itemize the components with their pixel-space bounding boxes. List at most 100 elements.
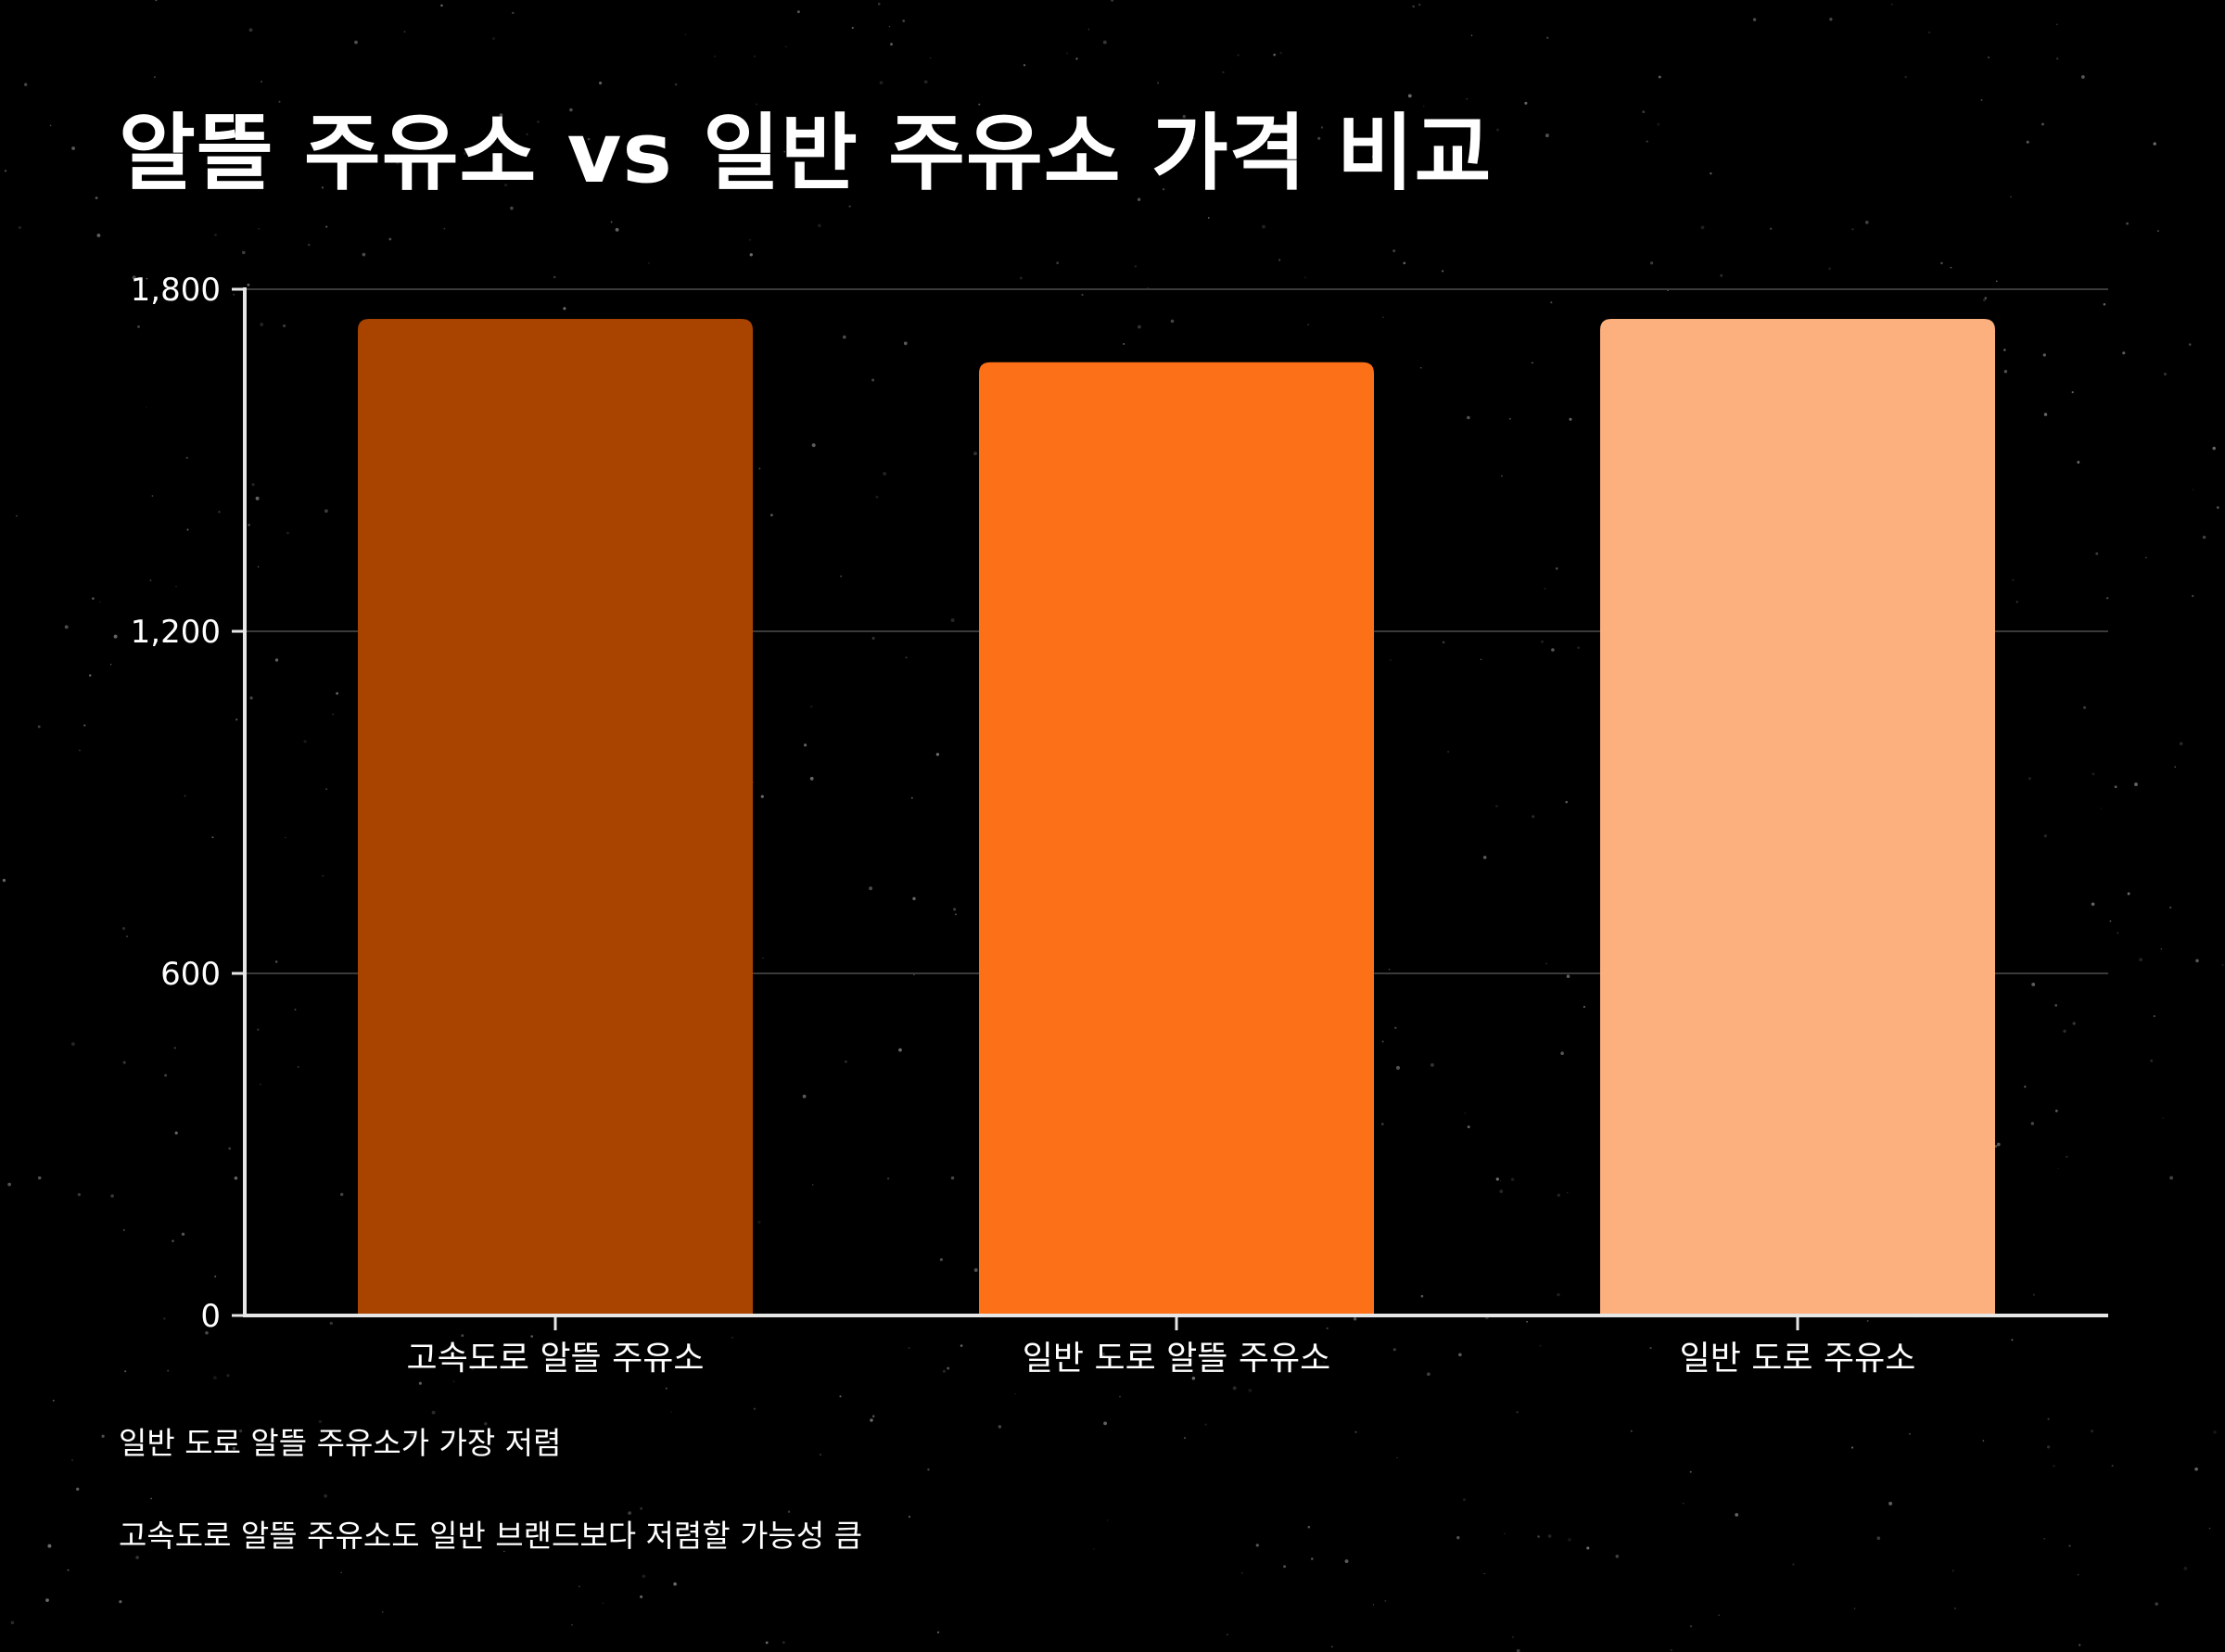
star-dot [510,206,514,210]
x-tick-label: 고속도로 알뜰 주유소 [407,1340,705,1378]
star-dot [1240,1571,1243,1574]
star-dot [1539,1344,1542,1347]
star-dot [1480,658,1482,661]
star-dot [1983,299,1986,302]
star-dot [137,324,140,328]
star-dot [172,1239,174,1242]
star-dot [1307,1525,1311,1529]
star-dot [71,146,76,150]
star-dot [76,1487,80,1491]
star-dot [47,1544,52,1548]
star-dot [403,31,406,33]
star-dot [1390,659,1392,662]
star-dot [1952,1569,1954,1572]
star-dot [599,82,603,85]
star-dot [1657,122,1660,126]
star-dot [2160,947,2163,950]
star-dot [2126,222,2130,225]
star-dot [1524,101,1528,105]
star-dot [796,10,800,14]
star-dot [503,1550,505,1553]
star-dot [362,252,366,257]
star-dot [1388,968,1391,971]
star-dot [1470,34,1473,37]
x-tick-label: 일반 도로 주유소 [1680,1340,1916,1378]
star-dot [1904,75,1907,79]
star-dot [845,1060,847,1063]
star-dot [628,1511,631,1515]
star-dot [67,1569,70,1571]
star-dot [749,238,752,241]
star-dot [937,127,940,129]
star-dot [1864,221,1869,224]
star-dot [2195,959,2199,963]
star-dot [283,324,286,328]
star-dot [2191,594,2194,598]
star-dot [2030,1122,2034,1125]
star-dot [1646,140,1648,143]
star-dot [1557,1292,1560,1297]
star-dot [1093,1548,1095,1550]
star-dot [1546,36,1549,39]
star-dot [1191,1377,1196,1380]
star-dot [537,121,540,123]
star-dot [1586,1546,1590,1550]
star-dot [2150,1059,2154,1062]
star-dot [1950,266,1952,269]
star-dot [1996,1142,2001,1147]
star-dot [153,76,156,79]
star-dot [395,160,400,165]
star-dot [260,323,264,326]
star-dot [2077,1573,2079,1576]
star-dot [818,223,821,228]
star-dot [783,150,785,153]
star-dot [226,1374,230,1378]
star-dot [785,116,788,119]
star-dot [228,1147,232,1150]
star-dot [1828,267,1831,271]
star-dot [1466,97,1468,100]
star-dot [1769,227,1773,230]
y-tick-label: 0 [200,1298,221,1335]
star-dot [2090,1430,2094,1433]
star-dot [1320,126,1324,129]
star-dot [2066,1155,2068,1159]
star-dot [96,233,101,237]
star-dot [888,25,891,28]
star-dot [714,56,716,57]
star-dot [765,1641,769,1645]
star-dot [2213,1430,2217,1434]
star-dot [2043,834,2047,838]
star-dot [1569,417,1572,421]
star-dot [1483,1572,1485,1575]
star-dot [167,1369,170,1372]
star-dot [757,1220,761,1225]
star-dot [1381,1123,1384,1125]
star-dot [52,1399,55,1402]
star-dot [960,1344,963,1347]
star-dot [602,1602,604,1605]
star-dot [2188,343,2192,346]
star-dot [2091,902,2095,907]
star-dot [410,1433,414,1437]
star-dot [758,467,761,470]
star-dot [648,262,650,264]
star-dot [848,205,851,208]
star-dot [354,40,358,44]
star-dot [286,531,289,535]
star-dot [1447,750,1450,753]
star-dot [1532,362,1533,364]
star-dot [146,277,148,280]
star-dot [1583,1006,1585,1009]
star-dot [95,197,98,199]
star-dot [122,1061,126,1064]
star-dot [241,250,246,255]
star-dot [530,1335,534,1338]
star-dot [1075,57,1078,60]
star-dot [249,696,253,700]
star-dot [1566,974,1570,978]
star-dot [2024,1086,2027,1088]
star-dot [1642,110,1646,113]
star-dot [753,1407,756,1410]
star-dot [2032,1293,2035,1296]
